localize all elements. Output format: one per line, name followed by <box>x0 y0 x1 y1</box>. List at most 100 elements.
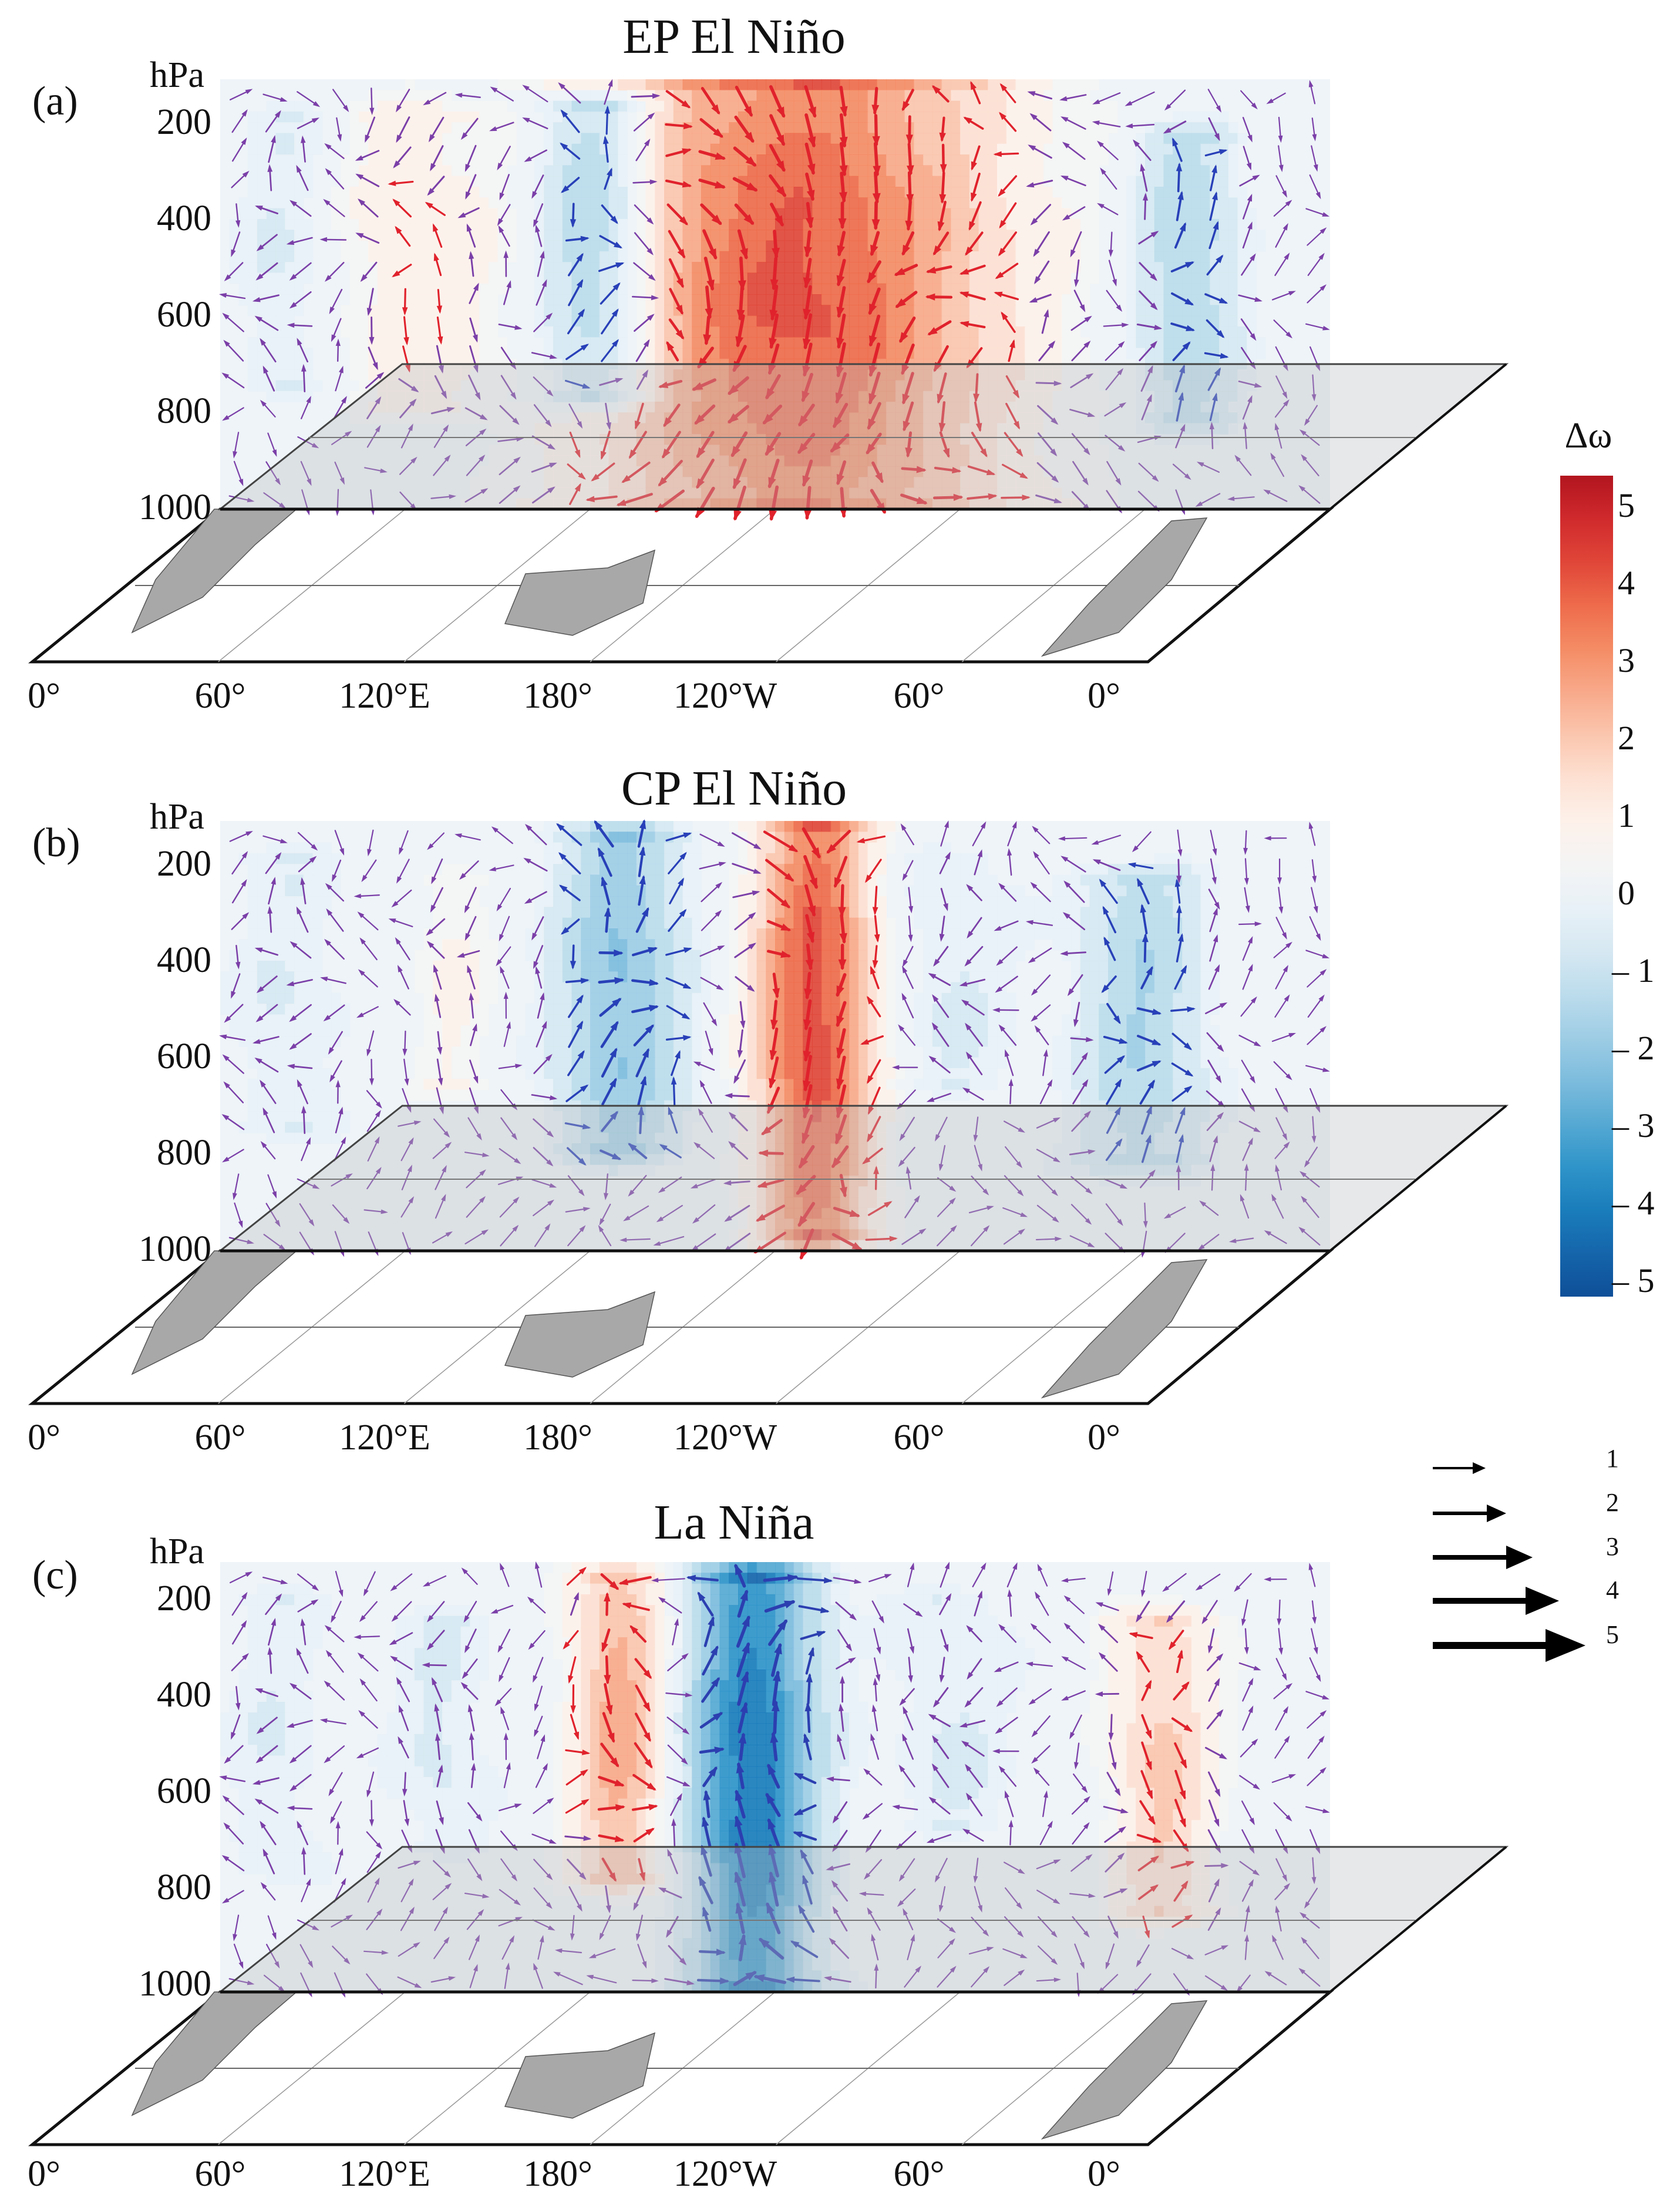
omega-cell <box>682 251 693 262</box>
x-tick-120w: 120°W <box>674 676 777 716</box>
omega-cell <box>793 283 804 295</box>
omega-cell <box>821 369 831 381</box>
omega-cell <box>914 853 924 864</box>
omega-cell <box>914 305 924 317</box>
omega-cell <box>423 208 434 220</box>
omega-cell <box>405 283 415 295</box>
omega-cell <box>747 950 757 961</box>
omega-cell <box>331 864 341 876</box>
omega-cell <box>655 885 665 897</box>
omega-cell <box>1080 240 1090 252</box>
omega-cell <box>830 917 841 929</box>
omega-cell <box>405 348 415 359</box>
omega-cell <box>442 874 452 886</box>
omega-cell <box>914 315 924 327</box>
omega-cell <box>349 154 360 166</box>
omega-cell <box>960 326 970 338</box>
omega-cell <box>1071 143 1081 155</box>
omega-cell <box>692 197 702 209</box>
omega-cell <box>544 240 554 252</box>
omega-cell <box>238 272 249 284</box>
omega-cell <box>1080 380 1090 392</box>
omega-cell <box>618 294 628 306</box>
omega-cell <box>571 165 582 177</box>
omega-cell <box>479 176 489 187</box>
omega-cell <box>655 208 665 220</box>
omega-cell <box>1080 348 1090 359</box>
omega-cell <box>581 821 591 833</box>
omega-cell <box>923 251 933 262</box>
omega-cell <box>978 154 989 166</box>
omega-cell <box>719 283 730 295</box>
omega-cell <box>923 187 933 198</box>
omega-cell <box>1052 939 1063 951</box>
omega-cell <box>581 853 591 864</box>
omega-cell <box>1052 251 1063 262</box>
omega-cell <box>1071 187 1081 198</box>
omega-cell <box>608 885 619 897</box>
omega-cell <box>303 187 314 198</box>
omega-cell <box>1210 315 1220 327</box>
omega-cell <box>590 111 600 123</box>
omega-cell <box>497 79 508 91</box>
omega-cell <box>608 100 619 112</box>
omega-cell <box>877 176 887 187</box>
omega-cell <box>969 133 979 144</box>
omega-cell <box>1089 369 1100 381</box>
omega-cell <box>784 907 794 918</box>
omega-cell <box>988 251 998 262</box>
omega-cell <box>1182 348 1192 359</box>
omega-cell <box>645 262 656 274</box>
omega-cell <box>1015 917 1026 929</box>
omega-cell <box>886 294 896 306</box>
panel-b: CP El Niño (b) hPa 200 400 600 800 1000 … <box>28 761 1509 1458</box>
omega-cell <box>294 348 304 359</box>
omega-cell <box>488 315 499 327</box>
omega-cell <box>488 337 499 349</box>
omega-cell <box>285 928 295 940</box>
omega-cell <box>285 950 295 961</box>
omega-cell <box>812 283 822 295</box>
omega-cell <box>442 230 452 241</box>
omega-cell <box>1015 369 1026 381</box>
omega-cell <box>460 251 471 262</box>
omega-cell <box>1256 348 1266 359</box>
omega-cell <box>248 283 258 295</box>
omega-cell <box>1182 165 1192 177</box>
omega-cell <box>1191 187 1201 198</box>
omega-cell <box>1182 197 1192 209</box>
omega-cell <box>997 165 1007 177</box>
omega-cell <box>534 100 545 112</box>
omega-cell <box>914 917 924 929</box>
omega-cell <box>830 100 841 112</box>
omega-cell <box>1080 885 1090 897</box>
omega-cell <box>1052 165 1063 177</box>
omega-cell <box>1043 917 1053 929</box>
omega-cell <box>1219 165 1229 177</box>
omega-cell <box>729 928 739 940</box>
omega-cell <box>618 842 628 854</box>
omega-cell <box>571 143 582 155</box>
omega-cell <box>1089 218 1100 230</box>
omega-cell <box>682 369 693 381</box>
omega-cell <box>1015 251 1026 262</box>
omega-cell <box>285 251 295 262</box>
omega-cell <box>858 133 868 144</box>
omega-cell <box>562 380 573 392</box>
omega-cell <box>497 283 508 295</box>
omega-cell <box>1006 133 1016 144</box>
omega-cell <box>969 251 979 262</box>
omega-cell <box>377 251 388 262</box>
x-tick-120e: 120°E <box>339 676 430 716</box>
omega-cell <box>849 133 859 144</box>
omega-cell <box>747 262 757 274</box>
omega-cell <box>1015 885 1026 897</box>
omega-cell <box>655 305 665 317</box>
omega-cell <box>932 369 942 381</box>
omega-cell <box>1015 283 1026 295</box>
omega-cell <box>1052 208 1063 220</box>
omega-cell <box>729 294 739 306</box>
omega-cell <box>645 821 656 833</box>
omega-cell <box>248 208 258 220</box>
omega-cell <box>849 143 859 155</box>
